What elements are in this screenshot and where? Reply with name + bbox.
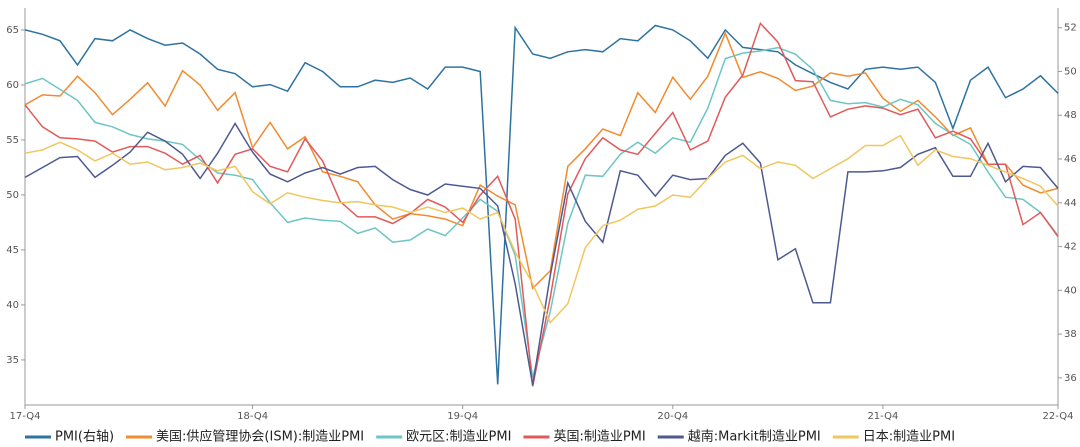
legend-label: 日本:制造业PMI xyxy=(863,430,955,445)
x-tick-label: 17-Q4 xyxy=(10,411,41,422)
legend-label: 欧元区:制造业PMI xyxy=(406,430,511,445)
legend-label: PMI(右轴) xyxy=(55,430,114,445)
y2-tick-label: 40 xyxy=(1064,285,1077,296)
legend-label: 英国:制造业PMI xyxy=(553,430,645,445)
y2-tick-label: 36 xyxy=(1064,373,1077,384)
legend-label: 越南:Markit制造业PMI xyxy=(688,429,821,445)
legend-label: 美国:供应管理协会(ISM):制造业PMI xyxy=(156,429,364,445)
series-line xyxy=(24,21,1059,387)
y2-tick-label: 50 xyxy=(1064,66,1077,77)
y-tick-label: 45 xyxy=(6,245,19,256)
x-tick-label: 21-Q4 xyxy=(867,411,898,422)
y2-tick-label: 44 xyxy=(1064,198,1077,209)
series-line xyxy=(24,134,1059,324)
y-tick-label: 60 xyxy=(6,80,19,91)
x-tick-label: 22-Q4 xyxy=(1043,411,1074,422)
y-tick-label: 35 xyxy=(6,355,19,366)
x-tick-label: 20-Q4 xyxy=(657,411,688,422)
legend: PMI(右轴) 美国:供应管理协会(ISM):制造业PMI 欧元区:制造业PMI 英国… xyxy=(25,429,955,445)
series-line xyxy=(24,24,1059,385)
y2-tick-label: 38 xyxy=(1064,329,1077,340)
y-tick-label: 40 xyxy=(6,300,19,311)
y-tick-label: 50 xyxy=(6,190,19,201)
series-line xyxy=(24,31,1059,290)
y2-tick-label: 46 xyxy=(1064,154,1077,165)
y-tick-label: 65 xyxy=(6,25,19,36)
x-tick-label: 19-Q4 xyxy=(447,411,478,422)
series-line xyxy=(24,122,1059,386)
y2-tick-label: 48 xyxy=(1064,110,1077,121)
x-tick-label: 18-Q4 xyxy=(237,411,268,422)
y-tick-label: 55 xyxy=(6,135,19,146)
y2-tick-label: 42 xyxy=(1064,242,1077,253)
y2-tick-label: 52 xyxy=(1064,23,1077,34)
